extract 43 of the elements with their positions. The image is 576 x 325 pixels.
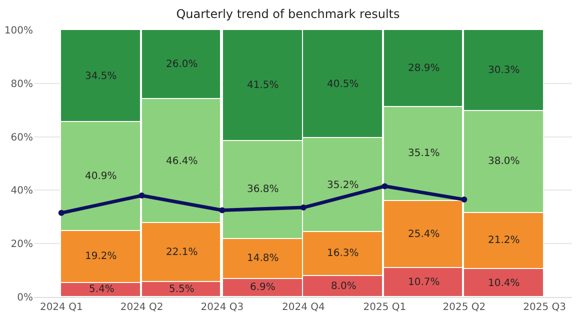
y-tick-label: 100%	[4, 26, 33, 36]
data-label: 21.2%	[488, 235, 520, 246]
y-tick-label: 0%	[17, 292, 33, 304]
data-label: 41.5%	[247, 80, 279, 91]
x-tick-label: 2025 Q2	[442, 302, 486, 313]
data-label: 40.9%	[85, 171, 117, 182]
x-tick-label: 2024 Q4	[282, 302, 325, 313]
x-tick-label: 2025 Q3	[523, 302, 566, 313]
data-label: 35.2%	[327, 180, 359, 191]
data-label: 35.1%	[408, 148, 440, 159]
data-label: 6.9%	[250, 282, 276, 293]
x-tick-label: 2024 Q3	[200, 302, 244, 313]
x-tick-label: 2024 Q2	[120, 302, 164, 313]
data-label: 40.5%	[327, 79, 359, 90]
point	[58, 210, 64, 216]
data-label: 10.4%	[488, 278, 520, 289]
data-label: 36.8%	[247, 184, 279, 195]
data-label: 16.3%	[327, 248, 359, 259]
data-label: 30.3%	[488, 65, 520, 76]
data-label: 19.2%	[85, 251, 117, 262]
y-tick-label: 60%	[10, 132, 33, 144]
data-label: 38.0%	[488, 156, 520, 167]
y-tick-label: 20%	[10, 239, 33, 250]
data-label: 5.4%	[89, 284, 114, 295]
data-label: 22.1%	[166, 247, 198, 258]
data-label: 25.4%	[408, 229, 440, 240]
data-label: 5.5%	[169, 284, 194, 295]
point	[219, 207, 226, 214]
y-tick-label: 80%	[10, 78, 33, 90]
data-label: 34.5%	[85, 71, 117, 82]
point	[461, 196, 468, 203]
data-label: 28.9%	[408, 63, 440, 74]
point	[382, 183, 388, 190]
data-label: 10.7%	[408, 277, 440, 288]
x-tick-label: 2024 Q1	[40, 302, 83, 313]
data-label: 14.8%	[247, 253, 279, 264]
y-tick-label: 40%	[10, 186, 33, 197]
data-label: 26.0%	[166, 59, 198, 70]
data-label: 8.0%	[331, 281, 356, 292]
data-label: 46.4%	[166, 156, 198, 167]
chart-title: Quarterly trend of benchmark results	[176, 7, 400, 22]
point	[138, 192, 145, 199]
x-tick-label: 2025 Q1	[363, 302, 406, 313]
